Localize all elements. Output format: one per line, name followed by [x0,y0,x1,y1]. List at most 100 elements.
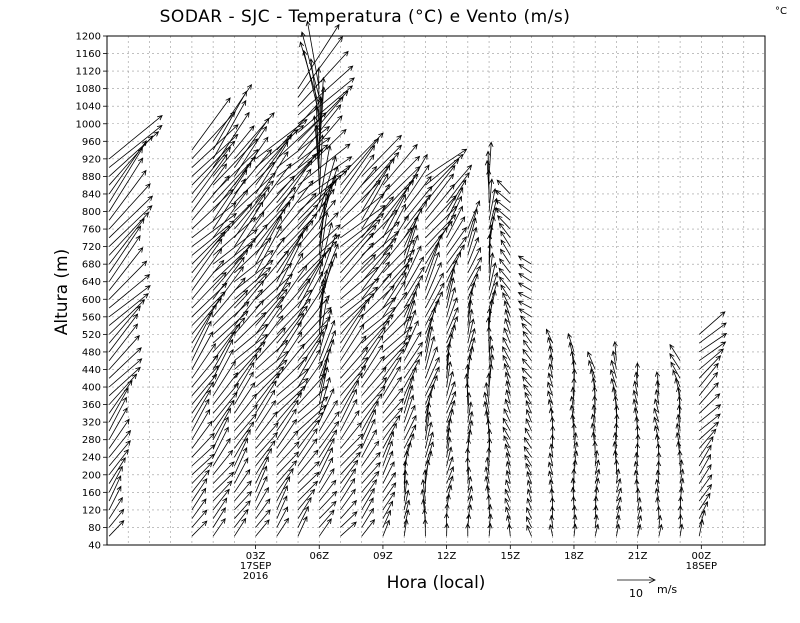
wind-vector [108,205,153,247]
y-tick-label: 680 [82,260,101,271]
wind-vector [297,480,319,502]
wind-vector [212,407,231,440]
wind-vector [297,505,309,528]
wind-vector [467,200,481,230]
wind-vector [299,41,320,107]
wind-vector [594,468,601,484]
y-tick-label: 200 [82,470,101,481]
wind-vector [212,371,239,405]
y-tick-label: 360 [82,400,101,411]
wind-vector [498,222,511,239]
wind-vector [255,475,268,502]
wind-vector [108,246,144,291]
wind-vector [571,368,577,388]
x-axis-title: Hora (local) [387,573,486,593]
wind-vector [502,354,511,370]
wind-vector [446,475,454,493]
reference-vector: 10 m/s [617,576,677,600]
wind-vector [191,520,208,537]
plot-frame [106,35,766,546]
wind-vector [548,362,554,379]
wind-vector [108,183,151,230]
wind-vector [300,31,320,98]
wind-vector [505,506,511,519]
wind-vector [318,329,336,370]
wind-vector [234,413,257,440]
wind-vector [212,488,230,511]
wind-vector [403,245,422,282]
wind-vector [488,178,495,212]
wind-vector [403,309,417,344]
wind-vector [191,331,214,370]
wind-profile-hour-6 [299,20,340,537]
wind-vector [191,461,213,484]
wind-vector [698,483,713,502]
wind-vector [361,157,395,203]
wind-vector [340,278,380,309]
wind-vector [108,195,154,239]
wind-vector [255,262,293,300]
wind-vector [255,431,279,458]
wind-vector [212,229,258,265]
wind-vector [484,409,490,431]
wind-vector [505,460,511,475]
wind-vector [425,164,456,203]
wind-vector [361,479,378,502]
wind-vector [547,336,554,353]
wind-vector [446,236,467,265]
wind-vector [297,404,327,432]
wind-profile-hour-10 [402,153,433,537]
wind-vector [255,281,292,318]
wind-vector [594,459,601,475]
wind-vector [548,523,554,537]
wind-vector [340,511,358,528]
wind-vector [610,359,617,379]
wind-vector [403,424,417,449]
wind-vector [255,519,270,537]
wind-vector [548,470,554,484]
wind-vector [403,290,417,326]
wind-vector [108,115,163,160]
y-tick-label: 280 [82,435,101,446]
wind-vector [525,408,532,423]
wind-vector [361,497,374,519]
y-tick-label: 1120 [76,67,101,78]
wind-vector [108,131,160,177]
wind-vector [212,497,228,519]
wind-vector [425,173,455,212]
wind-vector [382,450,394,475]
wind-vector [403,499,411,519]
wind-vector [614,413,620,431]
wind-vector [340,388,357,423]
wind-vector [276,441,300,467]
wind-vector [523,445,532,458]
wind-vector [467,256,482,282]
y-tick-label: 880 [82,172,101,183]
wind-vector [191,97,231,151]
wind-vector [234,186,270,230]
wind-vector [318,232,337,282]
wind-vector [698,436,714,458]
wind-vector [591,431,597,449]
wind-vector [653,425,660,440]
wind-vector [234,393,258,423]
wind-vector [446,172,470,203]
wind-vector [382,519,390,537]
wind-vector [403,509,410,528]
wind-vector [382,387,404,414]
wind-vector [403,341,423,370]
wind-vector [637,505,643,519]
wind-vector [255,236,285,282]
wind-vector [446,456,454,475]
wind-vector [655,469,661,484]
wind-vector [446,296,458,326]
wind-vector [276,252,304,300]
wind-vector [487,522,493,537]
wind-vector [524,427,532,440]
wind-vector [361,261,390,300]
wind-vector [445,493,451,510]
wind-profile-hour-1 [212,83,259,537]
